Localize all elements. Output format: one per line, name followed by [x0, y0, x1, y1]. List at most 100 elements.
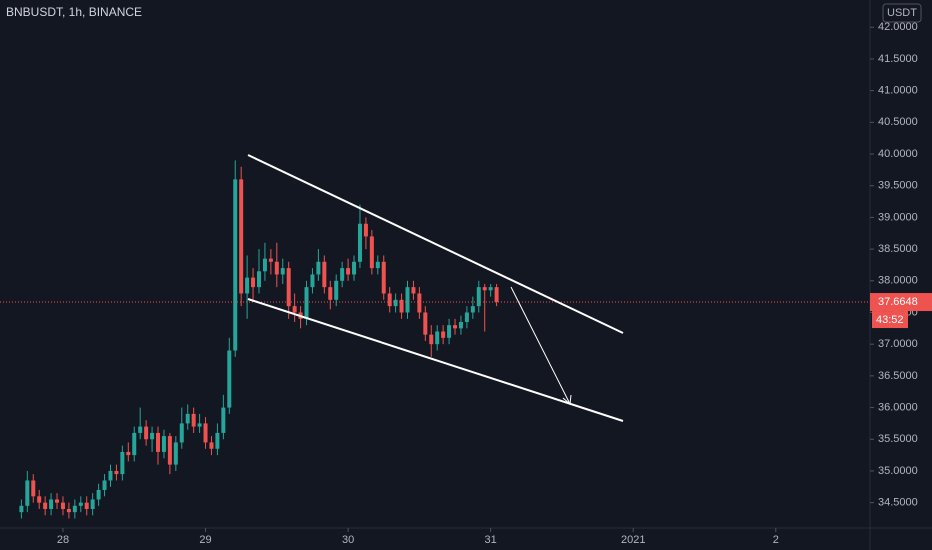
- x-tick-label: 29: [199, 534, 211, 546]
- candle-body: [221, 407, 226, 433]
- y-tick-label: 35.0000: [878, 465, 918, 477]
- candle-body: [31, 480, 36, 497]
- candle-body: [256, 271, 261, 288]
- candle-body: [316, 261, 321, 275]
- candle-body: [102, 480, 107, 490]
- candle-body: [375, 261, 380, 269]
- drawings: [247, 154, 624, 422]
- candle-body: [138, 426, 143, 433]
- last-price-box: [870, 293, 932, 312]
- candle-body: [72, 505, 77, 513]
- candle-body: [245, 277, 250, 294]
- candle-body: [262, 258, 267, 272]
- candle-body: [90, 499, 95, 509]
- plot: [0, 160, 870, 519]
- candle-body: [453, 325, 458, 329]
- candle-body: [209, 442, 214, 449]
- y-tick-label: 36.0000: [878, 401, 918, 413]
- candle-body: [447, 325, 452, 338]
- candle-body: [78, 502, 83, 506]
- candle-body: [251, 277, 256, 288]
- candle-body: [197, 423, 202, 427]
- y-tick-label: 38.0000: [878, 275, 918, 287]
- candle-body: [304, 287, 309, 319]
- y-tick-label: 39.5000: [878, 180, 918, 192]
- arrow-head: [562, 394, 572, 405]
- y-tick-label: 39.0000: [878, 211, 918, 223]
- candle-body: [126, 451, 131, 456]
- candle-body: [19, 505, 24, 513]
- candle-body: [476, 287, 481, 307]
- y-tick-label: 42.0000: [878, 21, 918, 33]
- x-tick-label: 2: [773, 534, 779, 546]
- last-price-label: 37.6648: [878, 296, 918, 308]
- candle-body: [239, 179, 244, 294]
- y-tick-label: 37.0000: [878, 338, 918, 350]
- candle-body: [292, 306, 297, 313]
- y-tick-label: 35.5000: [878, 433, 918, 445]
- candle-body: [352, 261, 357, 275]
- candle-body: [488, 287, 493, 291]
- candle-body: [227, 350, 232, 408]
- candle-body: [441, 331, 446, 338]
- countdown-label: 43:52: [876, 314, 904, 326]
- candle-body: [464, 312, 469, 322]
- candle-body: [185, 413, 190, 424]
- candle-body: [429, 334, 434, 345]
- x-tick-label: 28: [57, 534, 69, 546]
- x-tick-label: 31: [485, 534, 497, 546]
- candle-body: [482, 287, 487, 291]
- candle-body: [399, 299, 404, 313]
- x-tick-label: 2021: [621, 534, 645, 546]
- y-tick-label: 36.5000: [878, 370, 918, 382]
- trend-line-lower: [247, 298, 624, 422]
- candle-body: [167, 436, 172, 465]
- candle-body: [458, 321, 463, 329]
- candle-body: [150, 432, 155, 440]
- candle-body: [60, 502, 65, 509]
- candle-body: [346, 268, 351, 275]
- candle-body: [191, 413, 196, 427]
- candle-body: [470, 306, 475, 313]
- candle-body: [423, 312, 428, 335]
- candle-body: [322, 261, 327, 288]
- candle-body: [381, 261, 386, 294]
- candle-body: [233, 179, 238, 351]
- candle-body: [161, 436, 166, 452]
- y-tick-label: 38.5000: [878, 243, 918, 255]
- candle-body: [286, 268, 291, 307]
- y-tick-label: 41.5000: [878, 53, 918, 65]
- candle-body: [310, 274, 315, 288]
- candle-body: [268, 258, 273, 262]
- candle-body: [369, 236, 374, 269]
- candle-body: [144, 426, 149, 440]
- y-tick-label: 40.5000: [878, 116, 918, 128]
- currency-label[interactable]: USDT: [887, 7, 917, 19]
- candle-body: [108, 470, 113, 481]
- trend-line-upper: [247, 154, 624, 334]
- chart-title: BNBUSDT, 1h, BINANCE: [6, 5, 142, 19]
- candle-body: [49, 499, 54, 509]
- candle-body: [25, 480, 30, 506]
- candle-body: [203, 423, 208, 443]
- candle-body: [328, 287, 333, 300]
- y-tick-label: 34.5000: [878, 497, 918, 509]
- candle-body: [357, 223, 362, 262]
- candle-body: [405, 287, 410, 313]
- currency-box[interactable]: [882, 3, 922, 23]
- candle-body: [114, 470, 119, 475]
- candle-body: [387, 293, 392, 307]
- candle-body: [494, 287, 499, 303]
- x-tick-label: 30: [342, 534, 354, 546]
- countdown-box: [872, 311, 908, 329]
- candle-body: [43, 502, 48, 509]
- candle-body: [435, 331, 440, 345]
- candle-body: [55, 499, 60, 503]
- candle-body: [215, 432, 220, 449]
- candle-body: [393, 299, 398, 307]
- y-tick-label: 41.0000: [878, 85, 918, 97]
- candle-body: [132, 432, 137, 456]
- candle-body: [334, 280, 339, 300]
- y-tick-label: 40.0000: [878, 148, 918, 160]
- candle-body: [280, 268, 285, 275]
